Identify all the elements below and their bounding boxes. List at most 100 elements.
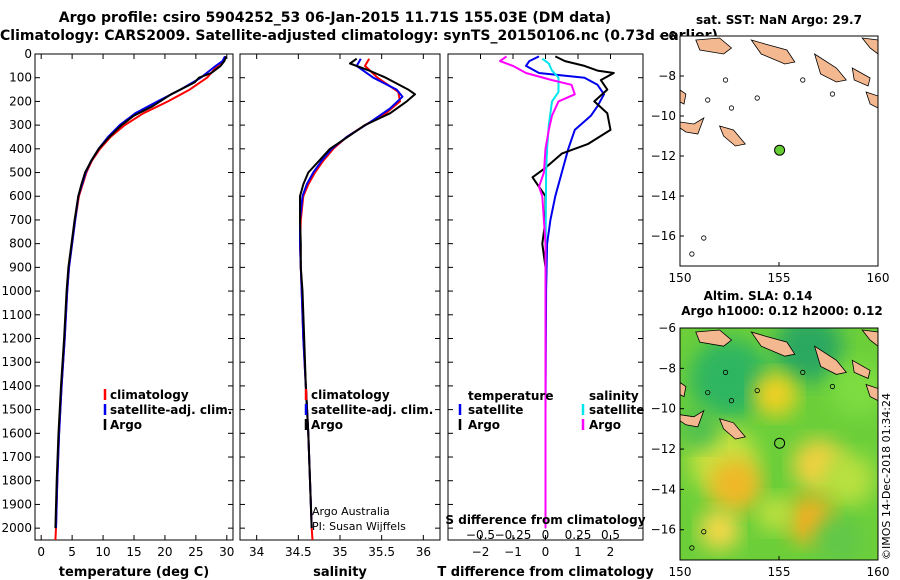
land-island — [813, 345, 848, 375]
y-tick-label: 600 — [9, 189, 32, 203]
islet — [705, 97, 711, 103]
islet — [754, 95, 760, 101]
islet — [701, 235, 707, 241]
x-tick-label: 35.5 — [368, 545, 395, 559]
argo-position-marker — [774, 144, 786, 156]
y-tick-label: 0 — [24, 47, 32, 61]
series-line-salinity-argo — [499, 55, 576, 529]
y-tick-label: 2000 — [1, 521, 32, 535]
y-tick-label: −12 — [651, 149, 676, 163]
y-tick-label: 300 — [9, 118, 32, 132]
x-tick-label: 0 — [542, 545, 550, 559]
sla-field — [680, 328, 878, 560]
panel-temperature: 0100200300400500600700800900100011001200… — [1, 47, 234, 580]
y-tick-label: 1600 — [1, 426, 32, 440]
y-tick-label: −16 — [651, 229, 676, 243]
legend-label: satellite-adj. clim. — [110, 403, 232, 417]
land-island — [695, 329, 733, 347]
sla-blob — [699, 509, 740, 550]
x-tick-label: 30 — [219, 545, 234, 559]
islet — [829, 91, 836, 97]
panel-sla_map: 150 155 160 −6 −8 −10 −12 −14 −16 Altim. SLA: 0.1… — [651, 289, 890, 579]
plot-frame — [34, 53, 234, 541]
y-tick-label: 700 — [9, 213, 32, 227]
y-tick-label: −8 — [658, 69, 676, 83]
legend-label: Argo — [311, 418, 343, 432]
x-tick-label: 36 — [416, 545, 431, 559]
y-tick-label: 500 — [9, 166, 32, 180]
sla-blob — [757, 495, 794, 532]
x-tick-label: 0 — [37, 545, 45, 559]
y-tick-label: 1100 — [1, 308, 32, 322]
panel-difference: −2 −1 0 1 2 T difference from climatology temp… — [437, 53, 654, 580]
map-title: Argo h1000: 0.12 h2000: 0.12 — [681, 304, 882, 318]
y-tick-label: −10 — [651, 109, 676, 123]
y-tick-label: −14 — [651, 482, 676, 496]
argo-position-marker — [774, 437, 786, 449]
series-line-argo — [299, 57, 416, 529]
x-tick-label-s: 0.25 — [565, 528, 592, 542]
legend-label: satellite — [589, 403, 644, 417]
annotation-line: PI: Susan Wijffels — [312, 520, 406, 533]
land-island — [695, 37, 733, 55]
x-tick-label: 160 — [867, 271, 890, 285]
legend-label: Argo — [589, 418, 621, 432]
x-tick-label: 150 — [669, 271, 692, 285]
legend-label: climatology — [311, 388, 390, 402]
x-tick-label: −1 — [504, 545, 522, 559]
x-tick-label: 20 — [157, 545, 172, 559]
x-axis-label-top: S difference from climatology — [445, 513, 645, 527]
x-tick-label: 35 — [332, 545, 347, 559]
x-tick-label-s: −0.5 — [466, 528, 495, 542]
legend-title-salinity: salinity — [589, 389, 639, 403]
y-tick-label: 1200 — [1, 331, 32, 345]
series-line-argo — [54, 56, 228, 529]
y-tick-label: 200 — [9, 94, 32, 108]
x-tick-label: 155 — [768, 565, 791, 579]
map-title: Altim. SLA: 0.14 — [704, 289, 813, 303]
islet — [689, 251, 695, 257]
y-tick-label: −6 — [658, 321, 676, 335]
y-tick-label: 1300 — [1, 355, 32, 369]
y-tick-label: −16 — [651, 523, 676, 537]
y-tick-label: 1400 — [1, 379, 32, 393]
legend-label: satellite-adj. clim. — [311, 403, 433, 417]
islet — [728, 398, 735, 404]
islet — [722, 77, 729, 83]
y-tick-label: 1000 — [1, 284, 32, 298]
x-tick-label: 1 — [574, 545, 582, 559]
sla-blob — [822, 453, 875, 506]
y-tick-label: 1500 — [1, 403, 32, 417]
legend-label: Argo — [468, 418, 500, 432]
x-tick-label: 25 — [188, 545, 203, 559]
x-tick-label: 2 — [607, 545, 615, 559]
sla-blob — [709, 459, 762, 512]
series-line-temperature-argo — [531, 55, 615, 529]
y-tick-label: 800 — [9, 237, 32, 251]
y-tick-label: −6 — [658, 29, 676, 43]
islet — [800, 369, 806, 375]
land-island — [813, 53, 848, 83]
islet — [689, 545, 695, 551]
x-tick-label: 15 — [126, 545, 141, 559]
land-island — [851, 67, 871, 87]
land-island — [851, 359, 871, 379]
x-tick-label: −2 — [472, 545, 490, 559]
y-tick-label: 900 — [9, 260, 32, 274]
annotation-line: Argo Australia — [312, 505, 390, 518]
y-tick-label: −8 — [658, 361, 676, 375]
islet — [728, 105, 735, 111]
sla-blob — [753, 372, 798, 417]
x-tick-label: 34.5 — [285, 545, 312, 559]
title-line-1: Argo profile: csiro 5904252_53 06-Jan-20… — [58, 10, 612, 26]
legend-label: satellite — [468, 403, 523, 417]
land-island — [750, 331, 796, 357]
y-tick-label: 1800 — [1, 474, 32, 488]
y-tick-label: 1900 — [1, 497, 32, 511]
x-tick-label-s: −0.25 — [495, 528, 532, 542]
plot-frame — [239, 53, 441, 541]
title-line-2: Climatology: CARS2009. Satellite-adjuste… — [0, 28, 718, 44]
x-axis-label: salinity — [313, 565, 367, 580]
x-axis-label: temperature (deg C) — [59, 565, 209, 580]
islet — [722, 369, 729, 375]
